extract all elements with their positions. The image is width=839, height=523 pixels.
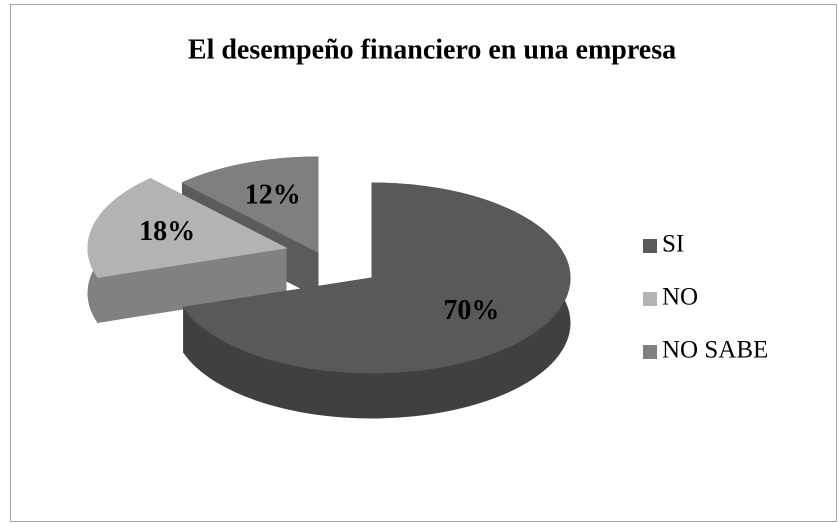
data-label: 18% bbox=[139, 216, 195, 247]
data-label: 70% bbox=[443, 295, 499, 326]
legend-swatch bbox=[643, 292, 657, 306]
legend-label: NO SABE bbox=[662, 337, 768, 364]
legend-swatch bbox=[643, 239, 657, 253]
legend-label: NO bbox=[662, 284, 698, 311]
slice bbox=[182, 182, 571, 374]
pie: 70% 18% 12% bbox=[87, 156, 571, 419]
legend: SI NO NO SABE bbox=[643, 231, 768, 364]
legend-label: SI bbox=[662, 231, 684, 258]
data-label: 12% bbox=[245, 180, 301, 211]
slice bbox=[181, 156, 319, 253]
slice bbox=[87, 178, 288, 278]
legend-swatch bbox=[643, 345, 657, 359]
chart-title: El desempeño financiero en una empresa bbox=[188, 34, 676, 65]
